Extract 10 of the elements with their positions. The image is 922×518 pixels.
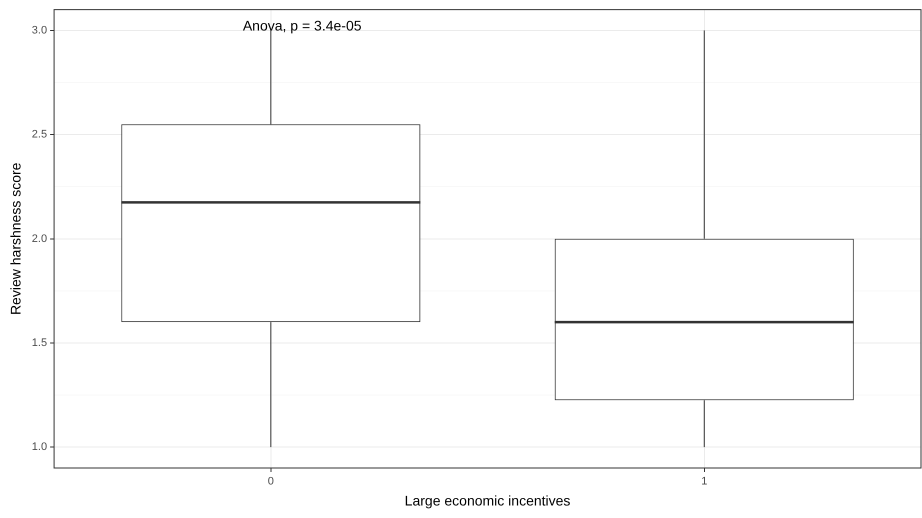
y-tick-label: 2.0 bbox=[32, 232, 48, 245]
y-tick-label: 1.0 bbox=[32, 441, 48, 454]
y-tick-label: 2.5 bbox=[32, 128, 48, 141]
y-tick-label: 1.5 bbox=[32, 337, 48, 350]
y-tick-label: 3.0 bbox=[32, 24, 48, 36]
x-tick-label: 1 bbox=[701, 476, 708, 488]
annotation: Anova, p = 3.4e-05 bbox=[242, 17, 362, 34]
x-tick-label: 0 bbox=[268, 476, 274, 488]
y-axis-title: Review harshness score bbox=[7, 162, 24, 316]
x-axis-title: Large economic incentives bbox=[404, 492, 570, 508]
